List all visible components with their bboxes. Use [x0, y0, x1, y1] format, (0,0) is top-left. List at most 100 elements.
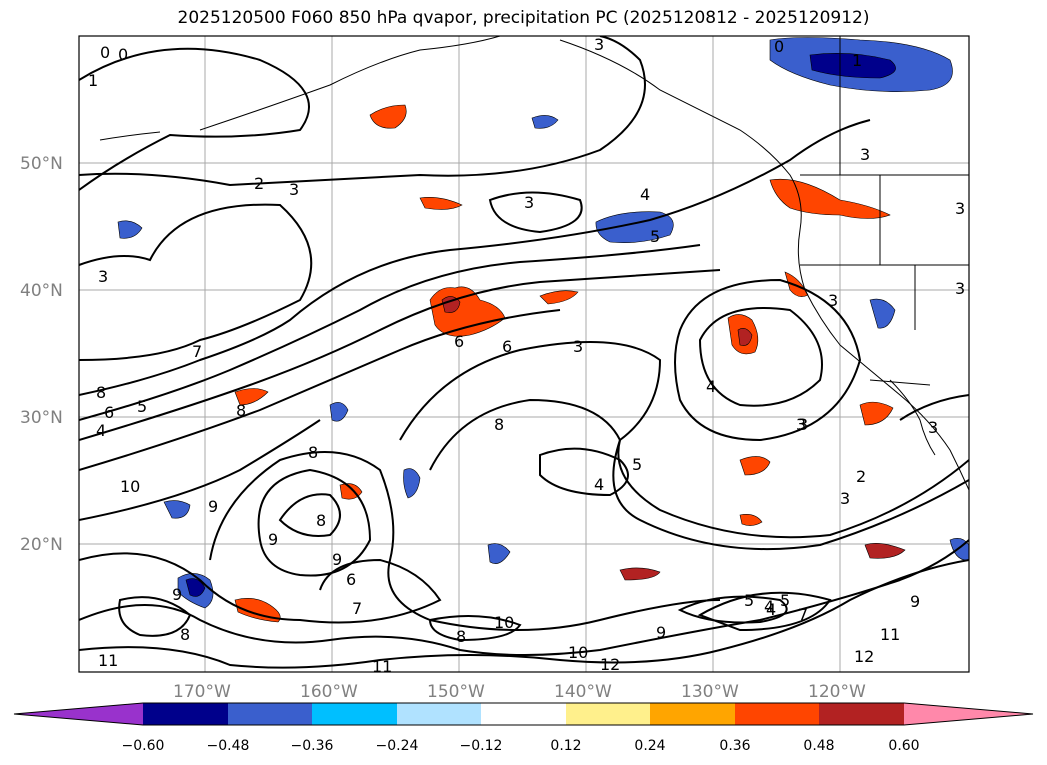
colorbar-tick: 0.24 — [634, 738, 665, 754]
colorbar-outline — [13, 702, 1034, 726]
contour-label: 3 — [955, 199, 965, 218]
contour-label: 8 — [96, 383, 106, 402]
contour-label: 0 — [100, 43, 110, 62]
lon-label-170w: 170°W — [173, 682, 231, 702]
contour-label: 9 — [910, 592, 920, 611]
contour-label: 2 — [856, 467, 866, 486]
contour-label: 1 — [88, 71, 98, 90]
contour-label: 10 — [568, 643, 588, 662]
contour-label: 9 — [656, 623, 666, 642]
contour-label: 3 — [798, 415, 808, 434]
contour-label: 8 — [236, 401, 246, 420]
contour-label: 7 — [798, 605, 808, 624]
contour-label: 6 — [454, 332, 464, 351]
lon-label-120w: 120°W — [808, 682, 866, 702]
contour-label: 3 — [796, 415, 806, 434]
contour-label: 3 — [840, 489, 850, 508]
colorbar-tick: −0.60 — [122, 738, 165, 754]
lon-label-130w: 130°W — [681, 682, 739, 702]
contour-label: 4 — [640, 185, 650, 204]
colorbar-tick: 0.48 — [803, 738, 834, 754]
contour-label: 11 — [372, 657, 392, 676]
colorbar-tick: 0.12 — [550, 738, 581, 754]
lat-label-20n: 20°N — [20, 535, 63, 555]
colorbar-segment — [228, 703, 312, 725]
contour-label: 3 — [955, 279, 965, 298]
contour-label: 3 — [573, 337, 583, 356]
colorbar-segment — [650, 703, 735, 725]
contour-label: 3 — [828, 291, 838, 310]
contour-label: 6 — [104, 403, 114, 422]
contour-label: 3 — [289, 180, 299, 199]
colorbar-tick: −0.12 — [460, 738, 503, 754]
precip-positive-blobs — [234, 104, 906, 623]
contour-label: 4 — [764, 597, 774, 616]
contour-label: 12 — [854, 647, 874, 666]
contour-label: 7 — [192, 342, 202, 361]
contour-label: 4 — [706, 377, 716, 396]
contour-label: 10 — [120, 477, 140, 496]
contour-label: 6 — [346, 570, 356, 589]
colorbar-tick: 0.60 — [888, 738, 919, 754]
contour-label: 5 — [137, 397, 147, 416]
contour-label: 8 — [316, 511, 326, 530]
lat-label-40n: 40°N — [20, 281, 63, 301]
contour-label: 3 — [98, 267, 108, 286]
contour-label: 4 — [766, 600, 776, 619]
colorbar-segment — [312, 703, 397, 725]
contour-label: 3 — [928, 418, 938, 437]
contour-label: 8 — [456, 627, 466, 646]
contour-label-group: 0 1 0 3 0 1 2 3 3 4 5 3 3 3 3 3 4 3 3 7 … — [88, 35, 965, 676]
contour-label: 8 — [308, 443, 318, 462]
qvapor-contours — [79, 36, 969, 669]
contour-label: 10 — [494, 613, 514, 632]
colorbar-segment — [819, 703, 904, 725]
colorbar-extend-high — [904, 703, 1033, 725]
colorbar-segment — [735, 703, 819, 725]
colorbar-tick: −0.48 — [207, 738, 250, 754]
contour-label: 0 — [118, 45, 128, 64]
colorbar-segment — [566, 703, 650, 725]
lat-label-30n: 30°N — [20, 408, 63, 428]
lon-label-150w: 150°W — [427, 682, 485, 702]
coastlines — [99, 36, 969, 491]
lon-label-160w: 160°W — [300, 682, 358, 702]
contour-label: 5 — [744, 591, 754, 610]
contour-label: 0 — [774, 37, 784, 56]
contour-label: 8 — [180, 625, 190, 644]
contour-label: 6 — [502, 337, 512, 356]
contour-label: 2 — [254, 174, 264, 193]
colorbar-tick: 0.36 — [719, 738, 750, 754]
contour-label: 4 — [96, 421, 106, 440]
colorbar-segment — [143, 703, 228, 725]
colorbar-tick: −0.36 — [291, 738, 334, 754]
contour-label: 5 — [632, 455, 642, 474]
colorbar-tick: −0.24 — [376, 738, 419, 754]
contour-label: 4 — [594, 475, 604, 494]
precip-negative-blobs — [117, 37, 969, 609]
figure-title: 2025120500 F060 850 hPa qvapor, precipit… — [177, 8, 870, 28]
colorbar: −0.60 −0.48 −0.36 −0.24 −0.12 0.12 0.24 … — [13, 702, 1034, 754]
contour-label: 7 — [352, 599, 362, 618]
contour-label: 3 — [524, 193, 534, 212]
map-frame — [78, 35, 970, 673]
contour-label: 3 — [860, 145, 870, 164]
colorbar-extend-low — [14, 703, 143, 725]
lon-label-140w: 140°W — [554, 682, 612, 702]
lat-label-50n: 50°N — [20, 154, 63, 174]
contour-label: 9 — [268, 530, 278, 549]
contour-label: 3 — [594, 35, 604, 54]
colorbar-segment — [481, 703, 566, 725]
contour-label: 5 — [650, 227, 660, 246]
contour-label: 8 — [494, 415, 504, 434]
contour-label: 12 — [600, 655, 620, 674]
contour-label: 9 — [208, 497, 218, 516]
contour-label: 5 — [780, 591, 790, 610]
contour-label: 11 — [98, 651, 118, 670]
contour-label: 9 — [172, 585, 182, 604]
contour-label: 9 — [332, 550, 342, 569]
contour-label: 11 — [880, 625, 900, 644]
contour-label: 1 — [852, 51, 862, 70]
colorbar-segment — [397, 703, 481, 725]
